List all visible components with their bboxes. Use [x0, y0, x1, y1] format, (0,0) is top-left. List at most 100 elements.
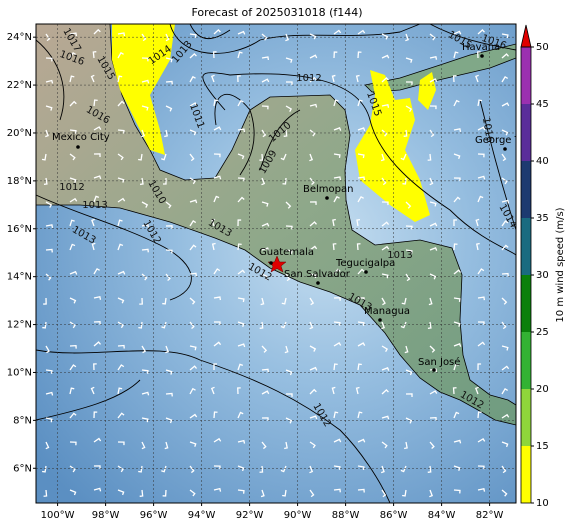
wind-barb: [309, 345, 317, 352]
wind-barb: [213, 126, 222, 131]
wind-barb: [45, 129, 49, 138]
colorbar-tick-label: 10: [536, 498, 549, 509]
wind-barb: [477, 175, 486, 180]
wind-barb: [284, 345, 289, 354]
wind-barb: [475, 242, 480, 251]
wind-barb: [477, 29, 485, 35]
wind-barb: [69, 344, 77, 349]
wind-barb: [43, 297, 47, 305]
wind-barb: [141, 105, 149, 111]
wind-barb: [285, 369, 293, 376]
wind-barb: [477, 296, 486, 301]
wind-barb: [309, 441, 316, 449]
wind-barb: [357, 297, 365, 301]
wind-barb: [45, 105, 53, 111]
wind-barb: [162, 297, 167, 305]
city-dot: [316, 281, 320, 285]
wind-barb: [45, 224, 54, 228]
wind-barb: [477, 195, 484, 203]
city-label: Havana: [462, 42, 500, 53]
isobar-label: 1012: [296, 73, 321, 84]
isobars: [36, 24, 516, 503]
wind-barb: [404, 345, 409, 354]
wind-barb: [357, 99, 363, 107]
colorbar: 10 15 20 25 30 35 40 45 50: [520, 24, 549, 509]
x-tick-label: 98°W: [92, 510, 120, 521]
wind-barb: [381, 415, 390, 420]
wind-barb: [139, 177, 144, 186]
wind-barb: [285, 57, 293, 63]
wind-barb: [261, 222, 270, 227]
colorbar-segment: [521, 446, 531, 503]
wind-barb: [91, 242, 96, 251]
wind-barb: [69, 297, 77, 304]
wind-barb: [453, 219, 457, 227]
wind-barb: [237, 219, 242, 227]
wind-barb: [90, 386, 95, 395]
wind-barb: [404, 441, 408, 450]
wind-barb: [261, 33, 268, 41]
wind-barb: [259, 465, 264, 473]
wind-barb: [429, 222, 438, 227]
wind-barb: [381, 103, 390, 108]
wind-barb: [381, 273, 389, 279]
wind-barb: [309, 415, 318, 420]
wind-barb: [165, 105, 173, 112]
y-tick-label: 8°N: [13, 415, 32, 426]
wind-barb: [237, 465, 245, 472]
wind-barb: [117, 270, 126, 275]
wind-barb: [211, 242, 216, 251]
wind-barb: [189, 365, 198, 371]
wind-barb: [477, 321, 485, 326]
wind-barb: [333, 29, 342, 35]
wind-barb: [117, 129, 125, 134]
wind-barb: [261, 105, 269, 110]
wind-barb: [280, 465, 287, 473]
wind-barb: [501, 321, 507, 330]
city-dot: [76, 145, 80, 149]
wind-barb: [381, 345, 389, 352]
wind-barb: [117, 297, 125, 304]
wind-barb: [453, 99, 460, 107]
city-label: Tegucigalpa: [335, 258, 395, 269]
wind-barb: [381, 441, 388, 449]
wind-barb: [165, 225, 173, 229]
wind-barb: [357, 321, 365, 326]
wind-barb: [261, 129, 267, 138]
wind-barb: [189, 52, 197, 59]
wind-barb: [381, 489, 387, 498]
wind-barb: [261, 345, 268, 353]
wind-barb: [117, 387, 123, 395]
colorbar-extension: [520, 24, 532, 48]
wind-barb: [69, 75, 75, 83]
y-tick-label: 10°N: [7, 367, 32, 378]
colorbar-segment: [521, 275, 531, 332]
wind-barb: [117, 177, 125, 183]
wind-barb: [161, 321, 167, 329]
wind-barb: [477, 437, 486, 443]
wind-barb: [381, 54, 390, 59]
wind-barb: [381, 177, 387, 186]
wind-barb: [138, 153, 143, 161]
wind-barb: [189, 413, 198, 419]
wind-barb: [189, 272, 197, 277]
wind-barb: [356, 243, 361, 251]
wind-barb: [213, 487, 222, 492]
isobar-label: 1013: [387, 250, 412, 261]
wind-barb: [453, 153, 461, 160]
wind-barb: [117, 153, 124, 161]
wind-barb: [405, 33, 410, 42]
wind-barb: [259, 153, 264, 161]
wind-barb: [333, 488, 341, 493]
wind-barb: [141, 369, 149, 374]
wind-barb: [69, 153, 76, 161]
wind-barb: [189, 75, 196, 83]
wind-barb: [93, 363, 97, 371]
wind-barb: [285, 249, 293, 254]
city-label: George Town: [475, 135, 540, 146]
wind-barb: [400, 465, 407, 473]
wind-barb: [213, 465, 221, 470]
isobar-label: 1016: [480, 117, 495, 144]
wind-barb: [477, 465, 485, 470]
wind-barb: [141, 129, 146, 138]
